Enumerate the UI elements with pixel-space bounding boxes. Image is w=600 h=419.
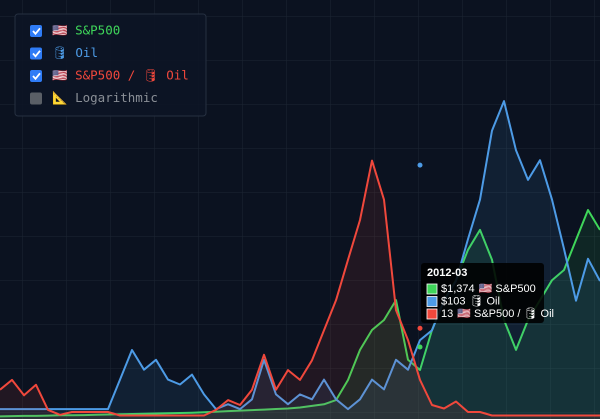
legend: 🇺🇸 S&P500 🛢 Oil 🇺🇸 S&P500 / 🛢 Oil 📐 Logarit… [14, 13, 207, 117]
series-area [0, 101, 600, 419]
series-area [0, 210, 600, 419]
tooltip-series: 🛢 Oil [469, 294, 499, 307]
legend-label[interactable]: 📐 Logarithmic [52, 90, 158, 105]
legend-label[interactable]: 🇺🇸 S&P500 [52, 23, 120, 38]
tooltip: 2012-03 $1,374 🇺🇸 S&P500 $103 🛢 Oil 13 🇺🇸 S&P… [421, 263, 554, 323]
tooltip-swatch [426, 296, 438, 307]
tooltip-title: 2012-03 [427, 267, 467, 279]
legend-box [14, 13, 207, 117]
checkbox[interactable] [30, 92, 42, 105]
tooltip-series: 🇺🇸 S&P500 / 🛢 Oil [457, 307, 554, 320]
tooltip-value: $103 [441, 295, 465, 307]
tooltip-swatch [426, 308, 438, 320]
checkbox[interactable] [30, 70, 42, 82]
series-line [0, 159, 600, 417]
legend-label[interactable]: 🛢 Oil [52, 45, 98, 60]
tooltip-swatch [426, 283, 438, 295]
series-line [0, 100, 600, 411]
checkmark [32, 27, 41, 36]
tooltip-item: $1,374 🇺🇸 S&P500 [441, 282, 536, 295]
hover-point [417, 344, 423, 350]
checkbox[interactable] [30, 25, 42, 37]
hover-point [417, 325, 423, 331]
legend-label[interactable]: 🇺🇸 S&P500 / 🛢 Oil [52, 68, 189, 83]
tooltip-value: 13 [441, 308, 453, 320]
checkmark [32, 72, 41, 81]
hover-point [417, 162, 423, 168]
tooltip-box [421, 263, 544, 323]
tooltip-item: $103 🛢 Oil [441, 294, 500, 307]
tooltip-series: 🇺🇸 S&P500 [479, 282, 536, 295]
checkbox[interactable] [30, 47, 42, 60]
tooltip-item: 13 🇺🇸 S&P500 / 🛢 Oil [441, 307, 554, 320]
tooltip-value: $1,374 [441, 283, 475, 295]
checkmark [32, 50, 41, 58]
